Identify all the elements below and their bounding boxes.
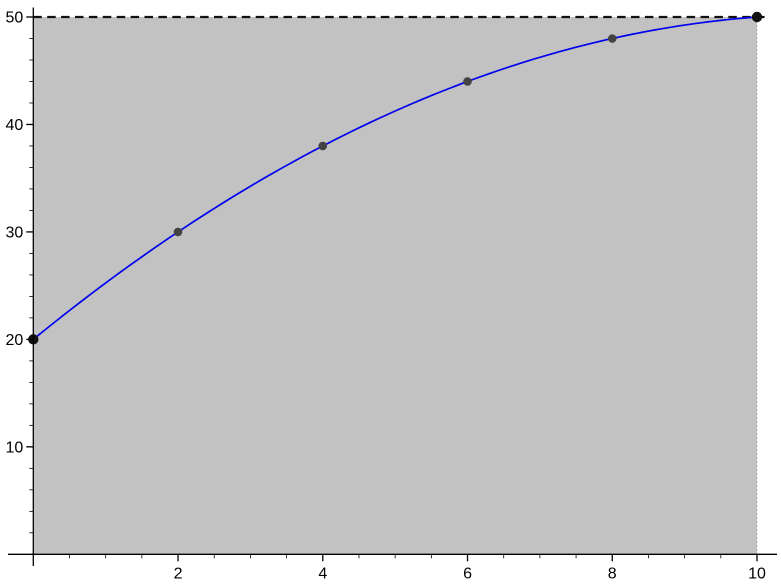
data-point — [751, 11, 763, 23]
x-tick-label: 6 — [463, 565, 472, 582]
x-tick-label: 10 — [748, 565, 766, 582]
y-tick-label: 50 — [6, 10, 24, 27]
x-tick-label: 2 — [174, 565, 183, 582]
data-point — [607, 34, 617, 43]
y-tick-labels: 10 20 30 40 50 — [6, 10, 24, 457]
x-tick-label: 8 — [608, 565, 617, 582]
y-tick-label: 20 — [6, 332, 24, 349]
x-tick-label: 4 — [318, 565, 327, 582]
x-tick-labels: 2 4 6 8 10 — [174, 565, 766, 582]
data-points — [28, 11, 763, 345]
axes — [8, 7, 777, 566]
data-point — [463, 77, 472, 86]
data-point — [173, 227, 183, 237]
curve-line — [32, 16, 758, 341]
y-tick-label: 30 — [6, 224, 24, 241]
y-tick-label: 40 — [6, 117, 24, 134]
data-point — [318, 141, 328, 151]
filled-region — [33, 17, 758, 555]
y-tick-label: 10 — [6, 439, 24, 456]
